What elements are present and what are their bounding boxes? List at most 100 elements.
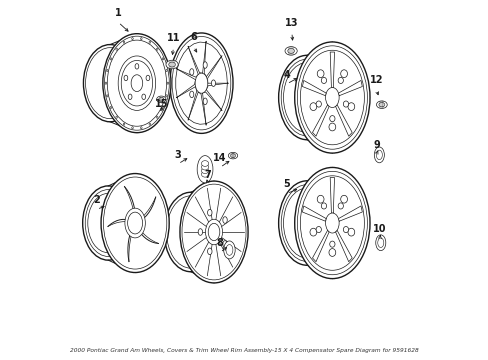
Ellipse shape xyxy=(110,58,111,60)
Ellipse shape xyxy=(343,101,348,107)
Ellipse shape xyxy=(285,47,297,55)
Text: 13: 13 xyxy=(285,18,298,28)
Ellipse shape xyxy=(201,168,208,174)
Ellipse shape xyxy=(102,34,171,133)
Ellipse shape xyxy=(162,58,163,60)
Text: 5: 5 xyxy=(283,179,289,189)
Text: 7: 7 xyxy=(204,170,211,180)
Ellipse shape xyxy=(201,161,208,166)
Ellipse shape xyxy=(105,82,106,84)
Ellipse shape xyxy=(281,59,333,136)
Ellipse shape xyxy=(127,212,142,234)
Ellipse shape xyxy=(156,96,165,103)
Ellipse shape xyxy=(104,36,169,130)
Ellipse shape xyxy=(203,98,207,105)
Ellipse shape xyxy=(128,94,132,99)
Ellipse shape xyxy=(287,49,294,53)
Ellipse shape xyxy=(123,123,124,125)
Text: 3: 3 xyxy=(174,149,181,159)
Text: 10: 10 xyxy=(372,224,386,234)
Ellipse shape xyxy=(207,248,212,255)
Ellipse shape xyxy=(124,208,145,238)
Ellipse shape xyxy=(343,226,348,233)
Ellipse shape xyxy=(297,171,366,275)
Ellipse shape xyxy=(101,174,169,273)
Ellipse shape xyxy=(377,238,383,247)
Ellipse shape xyxy=(325,87,339,108)
Ellipse shape xyxy=(207,209,212,216)
Text: 1: 1 xyxy=(115,8,122,18)
Ellipse shape xyxy=(228,152,237,159)
Ellipse shape xyxy=(107,40,166,126)
Ellipse shape xyxy=(300,176,364,270)
Ellipse shape xyxy=(165,95,167,97)
Ellipse shape xyxy=(211,80,215,86)
Ellipse shape xyxy=(168,62,175,67)
Ellipse shape xyxy=(140,37,142,40)
Ellipse shape xyxy=(116,116,117,118)
Ellipse shape xyxy=(223,241,235,259)
Ellipse shape xyxy=(378,103,384,107)
Ellipse shape xyxy=(283,188,330,258)
Ellipse shape xyxy=(309,228,316,236)
Ellipse shape xyxy=(294,167,369,279)
Ellipse shape xyxy=(131,127,133,129)
Ellipse shape xyxy=(165,69,167,72)
Ellipse shape xyxy=(329,241,334,247)
Text: 14: 14 xyxy=(213,153,226,163)
Ellipse shape xyxy=(294,42,369,153)
Ellipse shape xyxy=(317,70,324,77)
Ellipse shape xyxy=(317,195,324,203)
Ellipse shape xyxy=(124,75,127,81)
Text: 15: 15 xyxy=(155,99,168,109)
Ellipse shape xyxy=(337,203,343,209)
Ellipse shape xyxy=(166,196,214,268)
Ellipse shape xyxy=(167,82,168,84)
Ellipse shape xyxy=(376,101,386,108)
Ellipse shape xyxy=(129,214,141,232)
Ellipse shape xyxy=(325,213,339,233)
Ellipse shape xyxy=(321,77,326,84)
Ellipse shape xyxy=(347,103,354,111)
Ellipse shape xyxy=(110,107,111,109)
Ellipse shape xyxy=(201,164,208,170)
Ellipse shape xyxy=(162,107,163,109)
Ellipse shape xyxy=(131,37,133,40)
Ellipse shape xyxy=(223,217,227,223)
Ellipse shape xyxy=(116,48,117,50)
Text: 8: 8 xyxy=(216,238,223,248)
Ellipse shape xyxy=(315,226,321,233)
Ellipse shape xyxy=(146,75,149,81)
Ellipse shape xyxy=(230,154,235,157)
Ellipse shape xyxy=(103,177,166,269)
Ellipse shape xyxy=(180,181,247,283)
Ellipse shape xyxy=(156,48,158,50)
Ellipse shape xyxy=(309,103,316,111)
Ellipse shape xyxy=(278,181,335,265)
Ellipse shape xyxy=(195,73,207,93)
Text: 2: 2 xyxy=(93,195,100,205)
Ellipse shape xyxy=(198,229,202,235)
Ellipse shape xyxy=(172,36,230,130)
Ellipse shape xyxy=(225,244,232,255)
Text: 9: 9 xyxy=(372,140,379,150)
Ellipse shape xyxy=(118,56,155,111)
Ellipse shape xyxy=(85,48,134,119)
Ellipse shape xyxy=(197,156,212,183)
Ellipse shape xyxy=(182,184,245,280)
Text: 2000 Pontiac Grand Am Wheels, Covers & Trim Wheel Rim Assembly-15 X 4 Compensato: 2000 Pontiac Grand Am Wheels, Covers & T… xyxy=(70,348,418,353)
Ellipse shape xyxy=(189,91,193,98)
Ellipse shape xyxy=(337,77,343,84)
Ellipse shape xyxy=(121,60,152,106)
Ellipse shape xyxy=(164,192,217,272)
Ellipse shape xyxy=(189,69,193,75)
Ellipse shape xyxy=(208,223,220,240)
Ellipse shape xyxy=(201,171,208,177)
Ellipse shape xyxy=(156,116,158,118)
Ellipse shape xyxy=(82,186,134,260)
Ellipse shape xyxy=(106,95,108,97)
Ellipse shape xyxy=(149,123,150,125)
Ellipse shape xyxy=(223,241,227,247)
Ellipse shape xyxy=(376,150,382,159)
Ellipse shape xyxy=(321,203,326,209)
